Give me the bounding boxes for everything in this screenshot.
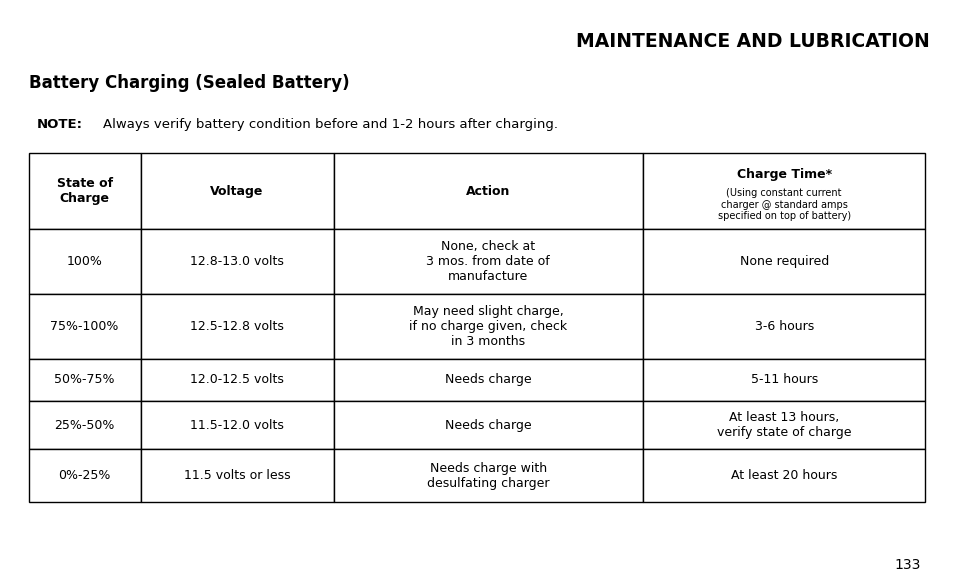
Bar	[29, 449, 141, 502]
Text: (Using constant current
charger @ standard amps
specified on top of battery): (Using constant current charger @ standa…	[717, 188, 850, 222]
Text: 25%-50%: 25%-50%	[54, 419, 114, 432]
Bar	[141, 359, 334, 401]
Bar	[29, 294, 141, 359]
Text: 5-11 hours: 5-11 hours	[750, 373, 817, 386]
Text: NOTE:: NOTE:	[36, 118, 82, 131]
Text: Needs charge: Needs charge	[444, 373, 531, 386]
Bar	[642, 401, 924, 449]
Bar	[334, 449, 642, 502]
Text: Battery Charging (Sealed Battery): Battery Charging (Sealed Battery)	[29, 74, 349, 92]
Bar	[334, 359, 642, 401]
Text: 11.5 volts or less: 11.5 volts or less	[184, 469, 290, 482]
Text: 50%-75%: 50%-75%	[54, 373, 114, 386]
Text: Always verify battery condition before and 1-2 hours after charging.: Always verify battery condition before a…	[103, 118, 558, 131]
Text: 0%-25%: 0%-25%	[58, 469, 111, 482]
Text: 100%: 100%	[67, 255, 103, 268]
Bar	[334, 401, 642, 449]
Text: None required: None required	[739, 255, 828, 268]
Bar	[29, 359, 141, 401]
Bar	[141, 449, 334, 502]
Text: 12.0-12.5 volts: 12.0-12.5 volts	[190, 373, 284, 386]
Bar	[642, 153, 924, 229]
Bar	[141, 401, 334, 449]
Bar	[642, 359, 924, 401]
Bar	[642, 449, 924, 502]
Text: None, check at
3 mos. from date of
manufacture: None, check at 3 mos. from date of manuf…	[426, 240, 550, 283]
Bar	[141, 153, 334, 229]
Text: 133: 133	[893, 557, 920, 572]
Bar	[141, 229, 334, 294]
Bar	[642, 229, 924, 294]
Bar	[334, 294, 642, 359]
Text: 3-6 hours: 3-6 hours	[754, 320, 813, 333]
Text: At least 13 hours,
verify state of charge: At least 13 hours, verify state of charg…	[716, 411, 850, 439]
Bar	[642, 294, 924, 359]
Text: Voltage: Voltage	[211, 185, 264, 198]
Bar	[334, 229, 642, 294]
Bar	[334, 153, 642, 229]
Bar	[29, 153, 141, 229]
Text: 75%-100%: 75%-100%	[51, 320, 119, 333]
Text: 12.8-13.0 volts: 12.8-13.0 volts	[190, 255, 284, 268]
Text: Action: Action	[465, 185, 510, 198]
Text: May need slight charge,
if no charge given, check
in 3 months: May need slight charge, if no charge giv…	[409, 305, 567, 348]
Text: At least 20 hours: At least 20 hours	[730, 469, 837, 482]
Text: Needs charge: Needs charge	[444, 419, 531, 432]
Bar	[141, 294, 334, 359]
Text: 12.5-12.8 volts: 12.5-12.8 volts	[190, 320, 284, 333]
Text: State of
Charge: State of Charge	[56, 177, 112, 205]
Text: 11.5-12.0 volts: 11.5-12.0 volts	[190, 419, 284, 432]
Text: Charge Time*: Charge Time*	[736, 168, 831, 181]
Bar	[29, 401, 141, 449]
Bar	[29, 229, 141, 294]
Text: MAINTENANCE AND LUBRICATION: MAINTENANCE AND LUBRICATION	[576, 32, 929, 51]
Text: Needs charge with
desulfating charger: Needs charge with desulfating charger	[427, 462, 549, 490]
